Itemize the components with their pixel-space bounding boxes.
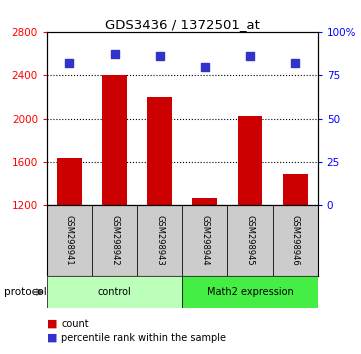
Point <box>247 53 253 59</box>
Bar <box>102 75 127 205</box>
Bar <box>137 205 182 276</box>
Bar <box>47 276 182 308</box>
Text: GSM298942: GSM298942 <box>110 215 119 266</box>
Bar <box>57 158 82 205</box>
Text: GSM298941: GSM298941 <box>65 215 74 266</box>
Text: ■: ■ <box>47 319 57 329</box>
Bar <box>182 205 227 276</box>
Bar <box>227 205 273 276</box>
Bar <box>182 276 318 308</box>
Point <box>112 52 118 57</box>
Title: GDS3436 / 1372501_at: GDS3436 / 1372501_at <box>105 18 260 31</box>
Text: percentile rank within the sample: percentile rank within the sample <box>61 333 226 343</box>
Text: GSM298944: GSM298944 <box>200 215 209 266</box>
Bar <box>273 205 318 276</box>
Text: GSM298945: GSM298945 <box>245 215 255 266</box>
Bar <box>283 174 308 205</box>
Bar <box>47 205 92 276</box>
Point <box>202 64 208 69</box>
Text: protocol: protocol <box>4 287 46 297</box>
Point <box>292 60 298 66</box>
Bar <box>238 116 262 205</box>
Text: GSM298943: GSM298943 <box>155 215 164 266</box>
Text: GSM298946: GSM298946 <box>291 215 300 266</box>
Point <box>67 60 73 66</box>
Bar <box>192 198 217 205</box>
Bar <box>92 205 137 276</box>
Bar <box>147 97 172 205</box>
Text: Math2 expression: Math2 expression <box>206 287 293 297</box>
Text: count: count <box>61 319 89 329</box>
Text: control: control <box>98 287 131 297</box>
Text: ■: ■ <box>47 333 57 343</box>
Point <box>157 53 162 59</box>
